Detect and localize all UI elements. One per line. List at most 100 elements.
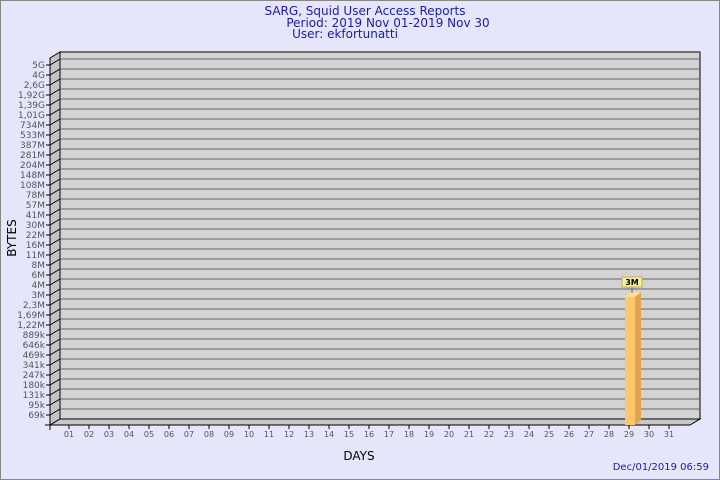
y-tick-slant xyxy=(49,328,61,336)
y-tick-label: 247k xyxy=(23,371,46,381)
y-tick-slant xyxy=(49,108,61,116)
y-tick-label: 95k xyxy=(28,401,45,411)
y-tick-slant xyxy=(49,308,61,316)
y-tick-slant xyxy=(49,268,61,276)
y-tick-slant xyxy=(49,168,61,176)
y-tick-label: 4M xyxy=(32,281,46,291)
x-tick-label: 29 xyxy=(624,430,634,439)
x-tick-label: 12 xyxy=(284,430,294,439)
y-tick-slant xyxy=(49,68,61,76)
y-tick-label: 281M xyxy=(20,151,45,161)
y-tick-slant xyxy=(49,178,61,186)
y-tick-label: 22M xyxy=(26,231,45,241)
y-tick-slant xyxy=(49,348,61,356)
plot-floor xyxy=(48,418,702,426)
y-tick-slant xyxy=(49,158,61,166)
y-axis-label: BYTES xyxy=(5,219,19,256)
y-tick-label: 8M xyxy=(32,261,46,271)
x-tick-label: 14 xyxy=(324,430,334,439)
y-tick-label: 341k xyxy=(23,361,46,371)
y-tick-label: 180k xyxy=(23,381,46,391)
y-tick-label: 78M xyxy=(26,191,45,201)
x-axis-label: DAYS xyxy=(343,449,374,463)
y-tick-label: 889k xyxy=(23,331,46,341)
y-tick-slant xyxy=(49,368,61,376)
x-tick-label: 18 xyxy=(404,430,414,439)
data-label: 3M xyxy=(625,278,639,287)
y-tick-label: 533M xyxy=(20,131,45,141)
y-tick-slant xyxy=(49,138,61,146)
x-tick-label: 20 xyxy=(444,430,454,439)
x-tick-label: 16 xyxy=(364,430,374,439)
y-tick-label: 3M xyxy=(32,291,46,301)
y-tick-label: 108M xyxy=(20,181,45,191)
y-tick-slant xyxy=(49,228,61,236)
y-tick-slant xyxy=(49,58,61,66)
x-tick-label: 11 xyxy=(264,430,274,439)
x-tick-label: 07 xyxy=(184,430,194,439)
y-tick-label: 148M xyxy=(20,171,45,181)
y-tick-label: 41M xyxy=(26,211,45,221)
y-tick-label: 16M xyxy=(26,241,45,251)
y-tick-slant xyxy=(49,378,61,386)
y-tick-slant xyxy=(49,148,61,156)
x-tick-label: 09 xyxy=(224,430,234,439)
report-timestamp: Dec/01/2019 06:59 xyxy=(613,462,709,473)
x-tick-label: 13 xyxy=(304,430,314,439)
y-tick-label: 2,3M xyxy=(23,301,45,311)
x-tick-label: 21 xyxy=(464,430,474,439)
x-tick-label: 24 xyxy=(524,430,534,439)
y-tick-label: 57M xyxy=(26,201,45,211)
y-tick-label: 69k xyxy=(28,411,45,421)
x-tick-label: 04 xyxy=(124,430,134,439)
y-tick-slant xyxy=(49,298,61,306)
y-tick-slant xyxy=(49,388,61,396)
x-tick-label: 15 xyxy=(344,430,354,439)
y-tick-slant xyxy=(49,338,61,346)
x-tick-label: 30 xyxy=(644,430,654,439)
y-tick-label: 646k xyxy=(23,341,46,351)
y-tick-slant xyxy=(49,78,61,86)
y-tick-label: 204M xyxy=(20,161,45,171)
y-tick-label: 1,92G xyxy=(18,91,45,101)
x-tick-label: 31 xyxy=(664,430,674,439)
x-tick-label: 25 xyxy=(544,430,554,439)
y-tick-label: 5G xyxy=(32,61,45,71)
y-tick-slant xyxy=(49,278,61,286)
y-tick-slant xyxy=(49,198,61,206)
y-tick-slant xyxy=(49,248,61,256)
chart-title: SARG, Squid User Access Reports xyxy=(264,4,465,18)
x-tick-label: 01 xyxy=(64,430,74,439)
x-tick-label: 19 xyxy=(424,430,434,439)
y-tick-label: 1,22M xyxy=(17,321,45,331)
x-tick-label: 06 xyxy=(164,430,174,439)
y-tick-slant xyxy=(49,208,61,216)
y-tick-slant xyxy=(49,218,61,226)
x-tick-label: 05 xyxy=(144,430,154,439)
y-tick-label: 30M xyxy=(26,221,45,231)
y-tick-label: 387M xyxy=(20,141,45,151)
x-tick-label: 17 xyxy=(384,430,394,439)
bar-front xyxy=(625,297,635,425)
chart-user: User: ekfortunatti xyxy=(292,27,398,41)
y-tick-slant xyxy=(49,98,61,106)
x-tick-label: 23 xyxy=(504,430,514,439)
y-tick-slant xyxy=(49,88,61,96)
x-tick-label: 26 xyxy=(564,430,574,439)
y-tick-slant xyxy=(49,318,61,326)
y-tick-slant xyxy=(49,358,61,366)
y-tick-label: 131k xyxy=(23,391,46,401)
x-tick-label: 03 xyxy=(104,430,114,439)
y-tick-label: 1,01G xyxy=(18,111,45,121)
bar-top xyxy=(625,292,641,297)
x-tick-label: 27 xyxy=(584,430,594,439)
y-tick-label: 1,39G xyxy=(18,101,45,111)
y-tick-slant xyxy=(49,288,61,296)
y-tick-slant xyxy=(49,188,61,196)
y-tick-label: 734M xyxy=(20,121,45,131)
x-tick-label: 10 xyxy=(244,430,254,439)
y-tick-label: 11M xyxy=(26,251,45,261)
chart-period: Period: 2019 Nov 01-2019 Nov 30 xyxy=(286,16,489,30)
y-tick-label: 469k xyxy=(23,351,46,361)
